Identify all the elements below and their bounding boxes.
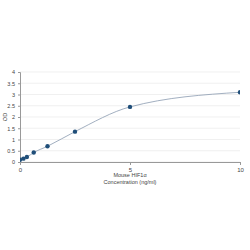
x-axis-title: Mouse HIF1α: [113, 172, 147, 178]
y-tick-label: 3.5: [7, 81, 15, 87]
point: [73, 129, 77, 133]
y-axis-line: [18, 73, 21, 163]
chart: 051000.511.522.533.54ODMouse HIF1αConcen…: [0, 0, 250, 250]
x-tick-mark: [240, 162, 241, 165]
grid-line: [20, 117, 240, 118]
point: [45, 144, 49, 148]
y-axis: 0 0.5 1 1.5 2 2.5 3 3.5 4: [7, 69, 20, 165]
y-tick-mark: [18, 162, 20, 163]
point: [128, 105, 132, 109]
y-tick-mark: [18, 128, 20, 129]
x-axis-title: Concentration (ng/ml): [104, 179, 157, 185]
plot: 051000.511.522.533.54: [7, 69, 244, 173]
y-tick: 2.5: [7, 103, 20, 109]
y-tick-label: 1.5: [7, 126, 15, 132]
y-tick-mark: [18, 140, 20, 141]
y-tick-mark: [18, 106, 20, 107]
x-axis-line: [21, 163, 241, 166]
y-tick-mark: [18, 117, 20, 118]
grid-line: [20, 150, 240, 151]
x-tick-mark: [130, 162, 131, 165]
x-tick-label: 0: [19, 167, 23, 173]
y-tick: 3.5: [7, 81, 20, 87]
y-tick-mark: [18, 95, 20, 96]
y-tick: 1: [12, 137, 20, 143]
y-tick-label: 0: [12, 159, 15, 165]
y-tick-label: 2: [12, 114, 15, 120]
y-tick: 3: [12, 92, 20, 98]
y-tick-label: 1: [12, 137, 15, 143]
grid-line: [20, 139, 240, 140]
y-tick-label: 2.5: [7, 103, 15, 109]
y-tick: 4: [12, 69, 20, 75]
grid-line: [20, 72, 240, 73]
y-tick-label: 3: [12, 92, 15, 98]
y-tick: 1.5: [7, 126, 20, 132]
point: [25, 155, 29, 159]
point: [32, 150, 36, 154]
curve: [20, 92, 240, 160]
x-tick-label: 10: [237, 167, 244, 173]
y-axis-title: OD: [2, 113, 8, 121]
marks: [20, 90, 240, 162]
y-tick: 2: [12, 114, 20, 120]
y-tick-mark: [18, 83, 20, 84]
y-tick-label: 0.5: [7, 148, 15, 154]
y-tick-label: 4: [12, 69, 15, 75]
grid-line: [20, 128, 240, 129]
grid-line: [20, 83, 240, 84]
x-tick: 10: [237, 162, 244, 173]
y-tick: 0.5: [7, 148, 20, 154]
y-tick-mark: [18, 151, 20, 152]
y-tick-mark: [18, 72, 20, 73]
y-tick: 0: [12, 159, 20, 165]
x-tick: 0: [19, 162, 23, 173]
point: [238, 90, 240, 94]
grid: [20, 72, 240, 162]
